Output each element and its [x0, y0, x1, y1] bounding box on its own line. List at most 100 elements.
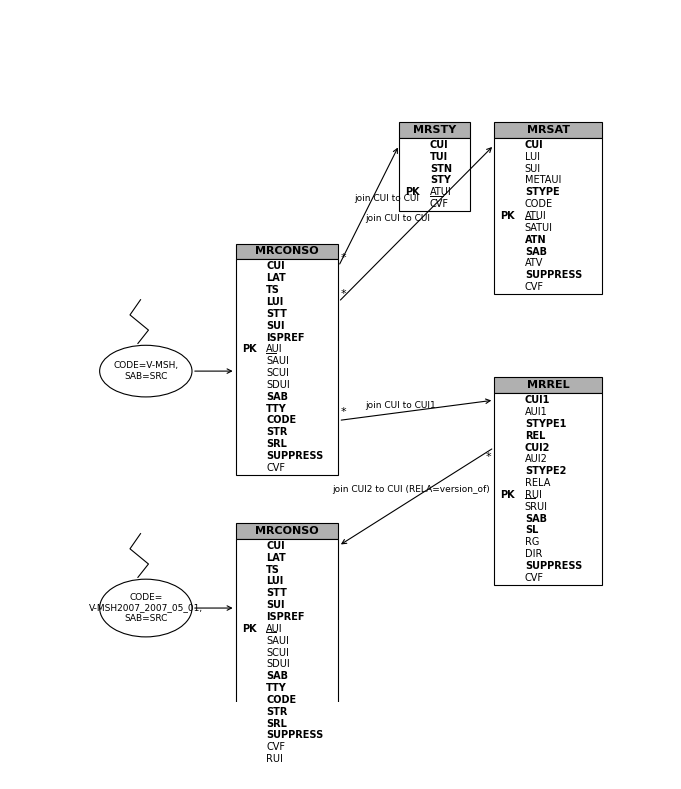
Text: join CUI to CUI: join CUI to CUI — [354, 193, 419, 203]
Text: join CUI to CUI: join CUI to CUI — [365, 215, 430, 223]
Text: CODE=V-MSH,
SAB=SRC: CODE=V-MSH, SAB=SRC — [113, 361, 178, 381]
Text: SRUI: SRUI — [525, 502, 548, 512]
Text: ATN: ATN — [525, 235, 546, 245]
Text: LAT: LAT — [266, 553, 286, 563]
Bar — [236, 244, 338, 260]
Text: CUI: CUI — [525, 140, 543, 150]
Text: METAUI: METAUI — [525, 175, 561, 185]
Text: STN: STN — [430, 163, 452, 174]
Text: join CUI2 to CUI (RELA=version_of): join CUI2 to CUI (RELA=version_of) — [332, 484, 490, 494]
Text: SUI: SUI — [266, 600, 285, 610]
Text: RUI: RUI — [525, 490, 541, 500]
Ellipse shape — [99, 579, 192, 637]
Text: RELA: RELA — [525, 478, 550, 488]
Text: SRL: SRL — [266, 439, 287, 449]
Text: LUI: LUI — [266, 577, 283, 586]
Text: PK: PK — [501, 490, 515, 500]
Bar — [494, 393, 602, 585]
Text: REL: REL — [525, 431, 545, 440]
Text: SUI: SUI — [266, 320, 285, 331]
Text: SUPPRESS: SUPPRESS — [525, 561, 582, 571]
Text: AUI: AUI — [266, 344, 283, 354]
Text: ATUI: ATUI — [525, 211, 547, 221]
Text: TUI: TUI — [430, 151, 448, 162]
Text: SUPPRESS: SUPPRESS — [266, 451, 323, 461]
Text: ISPREF: ISPREF — [266, 612, 304, 622]
Text: STYPE2: STYPE2 — [525, 466, 566, 477]
Text: CODE: CODE — [266, 416, 296, 425]
Text: MRCONSO: MRCONSO — [255, 246, 319, 256]
Text: STR: STR — [266, 428, 287, 437]
Text: SDUI: SDUI — [266, 660, 290, 669]
Text: STR: STR — [266, 707, 287, 716]
Text: AUI1: AUI1 — [525, 407, 548, 417]
Bar — [494, 138, 602, 294]
Text: SUPPRESS: SUPPRESS — [266, 731, 323, 740]
Text: MRCONSO: MRCONSO — [255, 526, 319, 536]
Text: CVF: CVF — [266, 742, 285, 753]
Text: SATUI: SATUI — [525, 222, 553, 233]
Text: DIR: DIR — [525, 549, 542, 559]
Bar — [236, 260, 338, 475]
Text: STT: STT — [266, 589, 287, 598]
Text: *: * — [341, 407, 347, 417]
Text: STYPE1: STYPE1 — [525, 419, 566, 428]
Text: STT: STT — [266, 308, 287, 319]
Text: *: * — [341, 253, 347, 264]
Text: TS: TS — [266, 285, 280, 295]
Text: CUI: CUI — [430, 140, 448, 150]
Text: SAB: SAB — [266, 392, 288, 402]
Text: LUI: LUI — [266, 297, 283, 307]
Text: AUI2: AUI2 — [525, 454, 548, 465]
Text: AUI: AUI — [266, 624, 283, 634]
Text: SAUI: SAUI — [266, 636, 289, 645]
Ellipse shape — [99, 346, 192, 397]
Text: CODE=
V-MSH2007_2007_05_01,
SAB=SRC: CODE= V-MSH2007_2007_05_01, SAB=SRC — [89, 593, 203, 623]
Text: PK: PK — [405, 187, 420, 197]
Text: CVF: CVF — [430, 199, 449, 209]
Text: CUI: CUI — [266, 541, 285, 551]
Text: MRSAT: MRSAT — [526, 125, 570, 135]
Text: SCUI: SCUI — [266, 648, 289, 657]
Text: LUI: LUI — [525, 151, 540, 162]
Text: STYPE: STYPE — [525, 187, 559, 197]
Text: MRREL: MRREL — [527, 380, 569, 390]
Text: SAB: SAB — [525, 514, 547, 524]
Text: SUI: SUI — [525, 163, 541, 174]
Bar — [399, 138, 471, 211]
Text: LAT: LAT — [266, 273, 286, 283]
Text: SL: SL — [525, 525, 538, 536]
Bar — [494, 377, 602, 393]
Text: PK: PK — [501, 211, 515, 221]
Text: PK: PK — [242, 624, 257, 634]
Text: RG: RG — [525, 537, 539, 548]
Text: SAB: SAB — [525, 247, 547, 256]
Text: TTY: TTY — [266, 404, 287, 413]
Text: *: * — [341, 289, 347, 299]
Text: CVF: CVF — [525, 282, 543, 292]
Text: CUI2: CUI2 — [525, 443, 550, 453]
Text: SUPPRESS: SUPPRESS — [525, 271, 582, 280]
Text: CODE: CODE — [266, 695, 296, 705]
Text: CUI: CUI — [266, 261, 285, 271]
Text: CUI1: CUI1 — [525, 395, 550, 405]
Text: TS: TS — [266, 565, 280, 574]
Text: RUI: RUI — [266, 754, 283, 765]
Bar — [236, 539, 338, 766]
Text: SCUI: SCUI — [266, 368, 289, 378]
Text: SDUI: SDUI — [266, 380, 290, 390]
Text: SRL: SRL — [266, 719, 287, 728]
Bar — [494, 122, 602, 138]
Text: CVF: CVF — [266, 463, 285, 473]
Text: SAB: SAB — [266, 671, 288, 681]
Text: MRSTY: MRSTY — [413, 125, 456, 135]
Text: SAUI: SAUI — [266, 357, 289, 366]
Bar — [399, 122, 471, 138]
Text: CVF: CVF — [525, 573, 543, 583]
Text: join CUI to CUI1: join CUI to CUI1 — [365, 402, 436, 410]
Text: CODE: CODE — [525, 199, 553, 209]
Text: STY: STY — [430, 175, 451, 185]
Text: PK: PK — [242, 344, 257, 354]
Text: ATUI: ATUI — [430, 187, 452, 197]
Text: *: * — [486, 452, 492, 462]
